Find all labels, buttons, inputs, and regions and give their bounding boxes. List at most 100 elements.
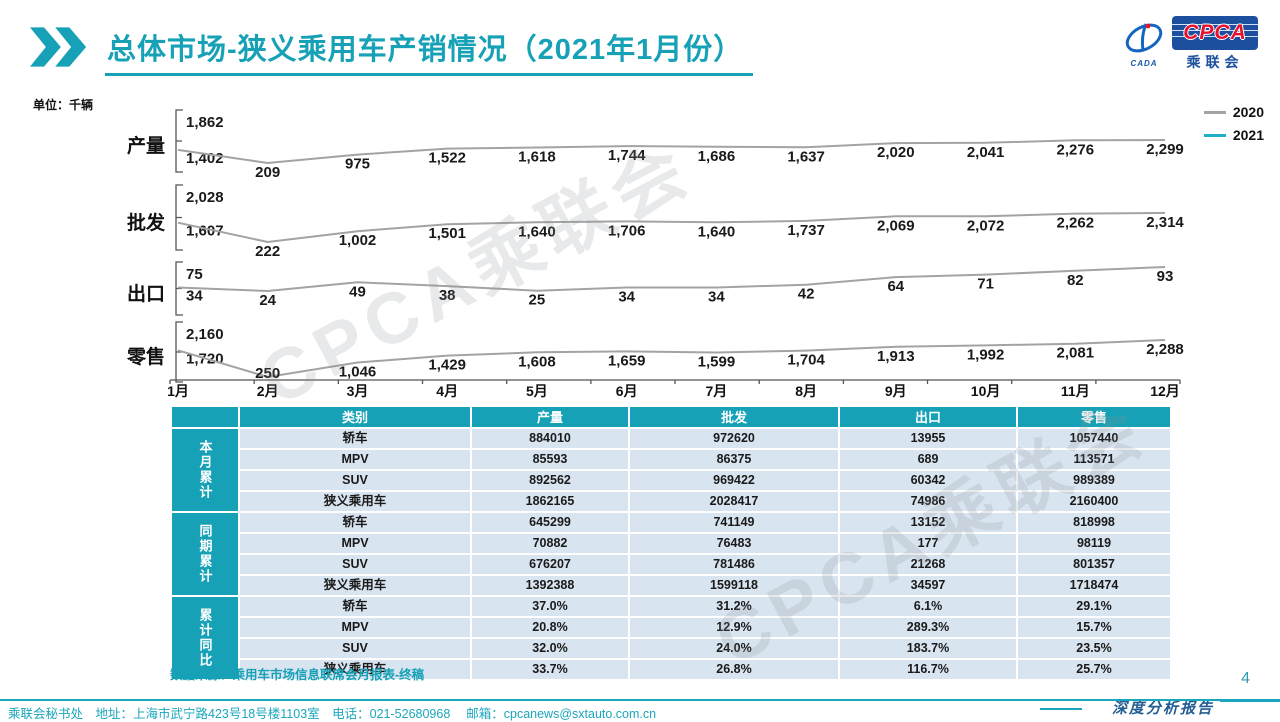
- table-cell: 13152: [838, 511, 1018, 534]
- table-column-header: 零售: [1016, 405, 1172, 429]
- cpca-box: CPCA: [1172, 16, 1258, 50]
- table-row: SUV 892562 969422 60342 989389: [171, 469, 1172, 492]
- table-cell: 15.7%: [1016, 616, 1172, 639]
- value-2020: 1,608: [518, 353, 556, 370]
- table-cell: 6.1%: [838, 595, 1018, 618]
- value-2020: 82: [1067, 272, 1084, 289]
- table-row: MPV 85593 86375 689 113571: [171, 448, 1172, 471]
- value-2020: 2,276: [1057, 141, 1095, 158]
- table-row: 本月累计 轿车 884010 972620 13955 1057440: [170, 427, 1172, 513]
- value-2020: 2,314: [1146, 214, 1184, 231]
- value-2020: 250: [255, 365, 280, 382]
- table-cell: 轿车: [238, 595, 472, 618]
- value-2020: 2,081: [1057, 345, 1095, 362]
- table-group-label: 同期累计: [170, 511, 240, 597]
- value-2020: 25: [529, 292, 546, 309]
- x-axis: 1月 2月 3月 4月 5月 6月 7月 8月 9月 10月 11月 12月: [167, 379, 1181, 399]
- value-2020: 71: [977, 276, 994, 293]
- value-2020: 49: [349, 283, 366, 300]
- table-cell: 70882: [470, 532, 630, 555]
- month-label: 7月: [706, 383, 728, 399]
- table-cell: 12.9%: [628, 616, 840, 639]
- table-cell: 60342: [838, 469, 1018, 492]
- table-row: 累计同比 轿车 37.0% 31.2% 6.1% 29.1%: [170, 595, 1172, 681]
- value-2020: 34: [708, 289, 725, 306]
- value-2020: 1,704: [787, 352, 825, 369]
- table-cell: 23.5%: [1016, 637, 1172, 660]
- table-cell: 116.7%: [838, 658, 1018, 681]
- legend-swatch-2020: [1203, 110, 1226, 114]
- line-charts: 1,862 1,402 209 975 1,522 1,618 1,744 1,686 1,63…: [167, 109, 1184, 399]
- value-2020: 1,737: [787, 222, 825, 239]
- table-cell: 32.0%: [470, 637, 630, 660]
- table-cell: 892562: [470, 469, 630, 492]
- table-cell: 801357: [1016, 553, 1172, 576]
- table-cell: 86375: [628, 448, 840, 471]
- value-2020: 209: [255, 164, 280, 181]
- legend-item-2021: 2021: [1203, 127, 1264, 143]
- value-2020: 42: [798, 286, 815, 303]
- table-group-label: 累计同比: [170, 595, 240, 681]
- table-row: SUV 676207 781486 21268 801357: [171, 553, 1172, 576]
- value-2020: 1,640: [518, 223, 556, 240]
- table-cell: 818998: [1016, 511, 1172, 534]
- value-2020: 1,522: [428, 150, 466, 167]
- cada-emblem-icon: CADA: [1120, 16, 1168, 68]
- summary-table: 类别 产量 批发 出口 零售 本月累计 轿车 884010 972620 13955 105744…: [170, 405, 1172, 681]
- value-2021: 2,028: [186, 189, 224, 206]
- table-row: 狭义乘用车 1862165 2028417 74986 2160400: [171, 490, 1172, 513]
- value-2020: 1,501: [428, 225, 466, 242]
- table-cell: 31.2%: [628, 595, 840, 618]
- table-cell: 34597: [838, 574, 1018, 597]
- table-column-header: 出口: [838, 405, 1018, 429]
- table-cell: 29.1%: [1016, 595, 1172, 618]
- cpca-acronym: CPCA: [1183, 21, 1247, 44]
- table-cell: 1599118: [628, 574, 840, 597]
- month-label: 11月: [1061, 383, 1090, 399]
- chevrons-icon: [30, 27, 87, 67]
- legend-label-2021: 2021: [1232, 127, 1264, 143]
- chart-legend: 2020 2021: [1203, 104, 1264, 143]
- table-cell: 1392388: [470, 574, 630, 597]
- table-cell: SUV: [238, 553, 472, 576]
- value-2020: 1,618: [518, 149, 556, 166]
- table-cell: 25.7%: [1016, 658, 1172, 681]
- value-2020: 1,046: [339, 364, 377, 381]
- cpca-chinese-name: 乘联会: [1186, 54, 1244, 70]
- decorative-line: [1040, 708, 1082, 710]
- value-2020: 34: [618, 289, 635, 306]
- page-title: 总体市场-狭义乘用车产销情况（2021年1月份）: [105, 26, 754, 76]
- table-cell: 1718474: [1016, 574, 1172, 597]
- table-cell: MPV: [238, 448, 472, 471]
- table-cell: 狭义乘用车: [238, 490, 472, 513]
- value-2020: 1,686: [698, 148, 736, 165]
- value-2020: 1,002: [339, 232, 377, 249]
- value-2020: 2,020: [877, 144, 915, 161]
- table-cell: 轿车: [238, 511, 472, 534]
- month-label: 3月: [347, 383, 369, 399]
- table-cell: 989389: [1016, 469, 1172, 492]
- value-2020: 1,659: [608, 352, 646, 369]
- month-label: 4月: [436, 383, 458, 399]
- table-cell: 20.8%: [470, 616, 630, 639]
- value-2020: 1,706: [608, 222, 646, 239]
- table-row: 狭义乘用车 1392388 1599118 34597 1718474: [171, 574, 1172, 597]
- table-cell: 狭义乘用车: [238, 658, 472, 681]
- value-2020: 1,402: [186, 150, 224, 167]
- cada-text: CADA: [1130, 59, 1158, 68]
- table-cell: 13955: [838, 427, 1018, 450]
- decorative-line: [1220, 700, 1280, 702]
- value-2020: 2,262: [1057, 215, 1095, 232]
- table-row: SUV 32.0% 24.0% 183.7% 23.5%: [171, 637, 1172, 660]
- value-2020: 2,041: [967, 144, 1005, 161]
- table-cell: 2028417: [628, 490, 840, 513]
- line-2020: [177, 211, 1166, 244]
- value-2020: 222: [255, 243, 280, 260]
- value-2020: 1,992: [967, 346, 1005, 363]
- row-label-export: 出口: [126, 284, 165, 305]
- table-column-header: 产量: [470, 405, 630, 429]
- table-cell: SUV: [238, 469, 472, 492]
- table-cell: 98119: [1016, 532, 1172, 555]
- value-2020: 1,913: [877, 348, 915, 365]
